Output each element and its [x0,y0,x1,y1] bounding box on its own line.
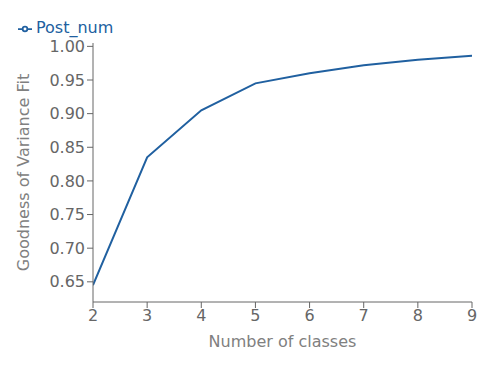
svg-text:0.70: 0.70 [49,239,85,258]
svg-text:7: 7 [359,306,369,325]
svg-text:5: 5 [250,306,260,325]
svg-text:8: 8 [413,306,423,325]
svg-text:0.80: 0.80 [49,172,85,191]
svg-text:9: 9 [467,306,477,325]
svg-text:3: 3 [142,306,152,325]
svg-text:0.90: 0.90 [49,104,85,123]
svg-text:Number of classes: Number of classes [209,332,357,351]
svg-text:1.00: 1.00 [49,37,85,56]
svg-text:0.85: 0.85 [49,138,85,157]
svg-text:0.75: 0.75 [49,205,85,224]
svg-text:4: 4 [196,306,206,325]
html-text:Post_num: Post_num [36,18,114,37]
svg-text:6: 6 [304,306,314,325]
svg-text:Goodness of Variance Fit: Goodness of Variance Fit [14,74,33,271]
svg-text:0.65: 0.65 [49,272,85,291]
svg-text:0.95: 0.95 [49,71,85,90]
svg-text:2: 2 [88,306,98,325]
